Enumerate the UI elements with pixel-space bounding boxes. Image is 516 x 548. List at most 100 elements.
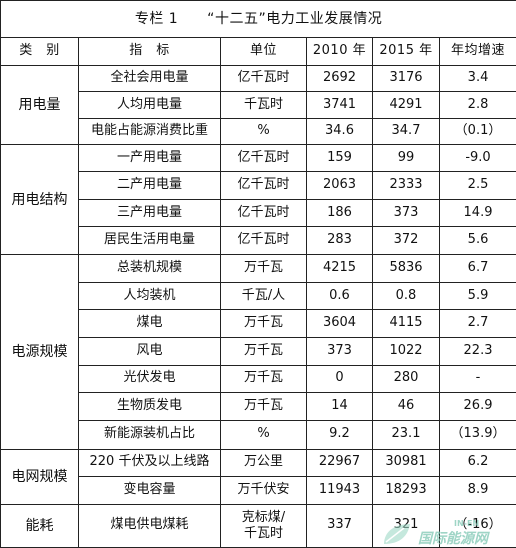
indicator-cell: 人均装机 <box>78 281 221 311</box>
indicator-cell: 新能源装机占比 <box>78 419 221 450</box>
growth-cell: 2.8 <box>438 91 516 119</box>
value-2010-cell: 11943 <box>306 476 373 505</box>
table-row: 能耗 煤电供电煤耗 克标煤/千瓦时 337 321 （-16） <box>0 503 516 548</box>
indicator-cell: 煤电 <box>78 309 221 338</box>
growth-cell: （0.1） <box>438 117 516 146</box>
value-2010-cell: 2063 <box>306 171 373 200</box>
unit-cell: 万千瓦 <box>220 336 307 366</box>
value-2010-cell: 337 <box>306 503 373 548</box>
category-cell: 电源规模 <box>0 254 79 450</box>
table-row: 电能占能源消费比重% 34.6 34.7 （0.1） <box>1 117 516 146</box>
indicator-cell: 变电容量 <box>78 476 221 505</box>
table-row: 新能源装机占比% 9.2 23.1 （13.9） <box>1 419 516 450</box>
value-2010-cell: 34.6 <box>306 117 373 146</box>
unit-cell: 亿千瓦时 <box>220 198 307 228</box>
growth-cell: 14.9 <box>438 198 516 228</box>
value-2010-cell: 186 <box>306 198 373 228</box>
growth-cell: （13.9） <box>438 419 516 450</box>
table-title: 专栏 1 “十二五”电力工业发展情况 <box>0 0 516 38</box>
indicator-cell: 220 千伏及以上线路 <box>78 448 221 478</box>
table-row: 用电量 全社会用电量 亿千瓦时 2692 3176 3.4 <box>0 64 516 146</box>
category-cell: 用电结构 <box>0 144 79 255</box>
value-2010-cell: 9.2 <box>306 419 373 450</box>
unit-cell: 千瓦/人 <box>220 281 307 311</box>
table-row: 居民生活用电量 亿千瓦时 283 372 5.6 <box>1 226 516 255</box>
value-2010-cell: 3741 <box>306 91 373 119</box>
value-2010-cell: 4215 <box>306 254 373 283</box>
header-indicator: 指 标 <box>78 36 221 66</box>
table-row: 生物质发电 万千瓦 14 46 26.9 <box>1 392 516 421</box>
growth-cell: 5.9 <box>438 281 516 311</box>
header-growth: 年均增速 <box>438 36 516 66</box>
unit-cell: 亿千瓦时 <box>220 64 307 93</box>
table-row: 人均装机 千瓦/人 0.6 0.8 5.9 <box>1 281 516 311</box>
value-2015-cell: 34.7 <box>372 117 440 146</box>
unit-cell: 亿千瓦时 <box>220 144 307 173</box>
value-2015-cell: 372 <box>372 226 440 255</box>
table-row: 用电结构 一产用电量 亿千瓦时 159 99 -9.0 <box>0 144 516 255</box>
value-2015-cell: 280 <box>372 364 440 394</box>
indicator-cell: 电能占能源消费比重 <box>78 117 221 146</box>
indicator-cell: 煤电供电煤耗 <box>78 503 221 548</box>
value-2015-cell: 2333 <box>372 171 440 200</box>
growth-cell: 2.5 <box>438 171 516 200</box>
table-row: 电源规模 总装机规模 万千瓦 4215 5836 6.7 <box>0 254 516 450</box>
indicator-cell: 全社会用电量 <box>78 64 221 93</box>
unit-cell: % <box>220 419 307 450</box>
value-2015-cell: 4291 <box>372 91 440 119</box>
table-row: 三产用电量 亿千瓦时 186 373 14.9 <box>1 198 516 228</box>
table-row: 人均用电量 千瓦时 3741 4291 2.8 <box>1 91 516 119</box>
value-2010-cell: 373 <box>306 336 373 366</box>
value-2015-cell: 0.8 <box>372 281 440 311</box>
growth-cell: （-16） <box>438 503 516 548</box>
table-row: 二产用电量 亿千瓦时 2063 2333 2.5 <box>1 171 516 200</box>
indicator-cell: 二产用电量 <box>78 171 221 200</box>
value-2015-cell: 4115 <box>372 309 440 338</box>
category-cell: 电网规模 <box>0 448 79 505</box>
value-2015-cell: 46 <box>372 392 440 421</box>
value-2010-cell: 3604 <box>306 309 373 338</box>
table-title-row: 专栏 1 “十二五”电力工业发展情况 <box>0 0 516 38</box>
value-2015-cell: 99 <box>372 144 440 173</box>
value-2015-cell: 321 <box>372 503 440 548</box>
value-2010-cell: 14 <box>306 392 373 421</box>
header-2010: 2010 年 <box>306 36 373 66</box>
indicator-cell: 光伏发电 <box>78 364 221 394</box>
value-2010-cell: 2692 <box>306 64 373 93</box>
unit-cell: 万千伏安 <box>220 476 307 505</box>
indicator-cell: 居民生活用电量 <box>78 226 221 255</box>
growth-cell: -9.0 <box>438 144 516 173</box>
growth-cell: 6.7 <box>438 254 516 283</box>
indicator-cell: 一产用电量 <box>78 144 221 173</box>
growth-cell: - <box>438 364 516 394</box>
unit-cell: 万千瓦 <box>220 392 307 421</box>
table-row: 光伏发电 万千瓦 0 280- <box>1 364 516 394</box>
value-2010-cell: 22967 <box>306 448 373 478</box>
value-2010-cell: 159 <box>306 144 373 173</box>
growth-cell: 3.4 <box>438 64 516 93</box>
table-row: 电网规模 220 千伏及以上线路 万公里 22967 30981 6.2 <box>0 448 516 505</box>
category-cell: 用电量 <box>0 64 79 146</box>
value-2010-cell: 0.6 <box>306 281 373 311</box>
header-row: 类 别 指 标 单位 2010 年 2015 年 年均增速 <box>0 36 516 66</box>
unit-cell: 亿千瓦时 <box>220 226 307 255</box>
unit-cell: 亿千瓦时 <box>220 171 307 200</box>
indicator-cell: 三产用电量 <box>78 198 221 228</box>
value-2010-cell: 0 <box>306 364 373 394</box>
value-2010-cell: 283 <box>306 226 373 255</box>
header-unit: 单位 <box>220 36 307 66</box>
growth-cell: 6.2 <box>438 448 516 478</box>
value-2015-cell: 373 <box>372 198 440 228</box>
table-row: 变电容量 万千伏安 11943 18293 8.9 <box>1 476 516 505</box>
value-2015-cell: 1022 <box>372 336 440 366</box>
growth-cell: 2.7 <box>438 309 516 338</box>
table-row: 风电 万千瓦 373 1022 22.3 <box>1 336 516 366</box>
growth-cell: 8.9 <box>438 476 516 505</box>
value-2015-cell: 30981 <box>372 448 440 478</box>
table-row: 煤电 万千瓦 3604 4115 2.7 <box>1 309 516 338</box>
indicator-cell: 风电 <box>78 336 221 366</box>
indicator-cell: 生物质发电 <box>78 392 221 421</box>
unit-cell: 万千瓦 <box>220 364 307 394</box>
unit-cell: 万千瓦 <box>220 254 307 283</box>
value-2015-cell: 3176 <box>372 64 440 93</box>
